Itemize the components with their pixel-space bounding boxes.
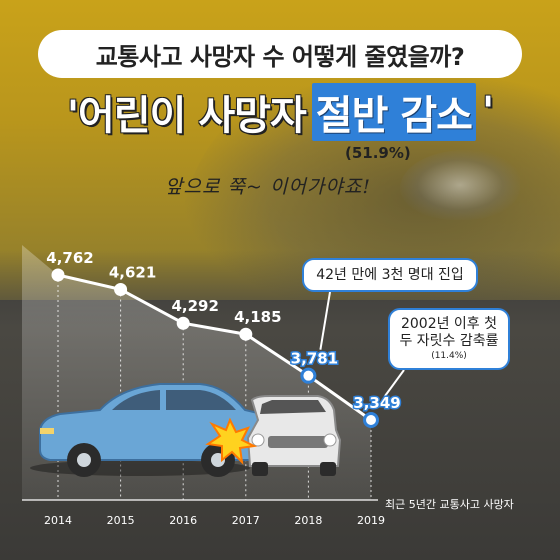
value-label-2017: 4,185 <box>234 308 281 326</box>
headline-prefix: '어린이 사망자 <box>66 93 307 139</box>
callout-pointer-2 <box>384 369 405 397</box>
callout-pointer-1 <box>319 291 331 350</box>
x-tick-2016: 2016 <box>169 514 197 527</box>
source-note: 최근 5년간 교통사고 사망자 <box>385 498 514 511</box>
value-label-2015: 4,621 <box>109 263 156 281</box>
headline-highlight: 절반 감소 <box>311 83 476 141</box>
callout-2-line2: 두 자릿수 감축률 <box>399 333 499 349</box>
handwritten-note: 앞으로 쭉~ 이어가야죠! <box>165 176 371 198</box>
callout-double-digit-reduction: 2002년 이후 첫 두 자릿수 감축률 (11.4%) <box>388 308 510 370</box>
callout-1-text: 42년 만에 3천 명대 진입 <box>316 267 464 283</box>
value-label-2016: 4,292 <box>171 297 218 315</box>
point-2016 <box>176 316 190 330</box>
x-tick-2014: 2014 <box>44 514 72 527</box>
x-tick-2018: 2018 <box>294 514 322 527</box>
callout-2-line1: 2002년 이후 첫 <box>400 316 498 332</box>
chart-series-line <box>57 273 372 422</box>
point-2019 <box>363 412 379 428</box>
callout-3000-entry: 42년 만에 3천 명대 진입 <box>302 258 478 292</box>
point-2014 <box>51 268 65 282</box>
page-title: 교통사고 사망자 수 어떻게 줄였을까? <box>95 42 465 71</box>
headline: '어린이 사망자 절반 감소 ' <box>0 83 560 141</box>
callout-2-line3: (11.4%) <box>431 351 467 361</box>
background-headlight <box>400 150 520 220</box>
chart-points <box>51 268 379 428</box>
title-pill: 교통사고 사망자 수 어떻게 줄였을까? <box>38 30 522 78</box>
percent-note: (51.9%) <box>345 144 411 162</box>
x-tick-2017: 2017 <box>232 514 260 527</box>
x-tick-2019: 2019 <box>357 514 385 527</box>
headline-suffix: ' <box>481 89 494 135</box>
point-2015 <box>114 282 128 296</box>
car-crash-illustration <box>30 383 342 477</box>
point-2018 <box>300 367 317 384</box>
point-2017 <box>239 327 253 341</box>
value-label-2014: 4,762 <box>46 249 93 267</box>
value-label-2019: 3,349 <box>353 394 400 412</box>
value-label-2018: 3,781 <box>291 350 338 368</box>
chart-tick-labels: 2014 2015 2016 2017 2018 2019 <box>44 514 385 527</box>
chart-value-labels: 4,762 4,621 4,292 4,185 3,781 3,349 <box>46 249 402 414</box>
x-tick-2015: 2015 <box>107 514 135 527</box>
